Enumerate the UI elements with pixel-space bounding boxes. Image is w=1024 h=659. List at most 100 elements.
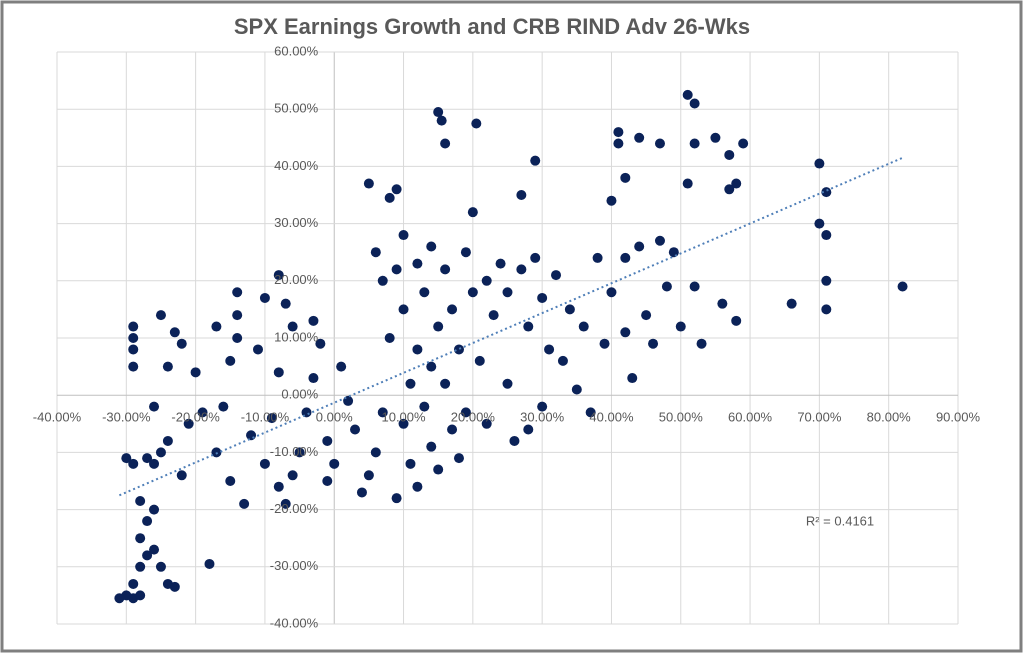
y-tick-label: 10.00% xyxy=(274,329,319,344)
point xyxy=(273,270,284,281)
point xyxy=(440,378,451,389)
point xyxy=(225,476,236,486)
x-tick-label: 40.00% xyxy=(589,410,634,425)
point xyxy=(280,498,291,509)
point xyxy=(668,247,679,258)
point xyxy=(370,447,381,458)
point xyxy=(162,435,173,446)
point xyxy=(329,458,340,469)
point xyxy=(557,355,568,366)
point xyxy=(495,258,506,269)
point xyxy=(724,149,735,160)
point xyxy=(426,361,437,372)
y-tick-label: -20.00% xyxy=(270,501,319,516)
point xyxy=(350,424,361,435)
point xyxy=(467,287,478,298)
point xyxy=(121,453,132,464)
x-tick-label: -10.00% xyxy=(241,410,290,425)
point xyxy=(322,435,333,446)
point xyxy=(731,178,742,189)
y-tick-label: -30.00% xyxy=(270,558,319,573)
x-tick-label: 80.00% xyxy=(867,410,912,425)
point xyxy=(682,89,693,100)
point xyxy=(419,401,430,412)
chart-title: SPX Earnings Growth and CRB RIND Adv 26-… xyxy=(234,14,750,39)
x-tick-label: 20.00% xyxy=(451,410,496,425)
y-tick-label: 40.00% xyxy=(274,158,319,173)
point xyxy=(155,447,166,458)
point xyxy=(405,458,416,469)
point xyxy=(155,310,166,321)
point xyxy=(135,590,146,601)
point xyxy=(453,344,464,355)
point xyxy=(142,453,153,464)
point xyxy=(128,578,139,589)
point xyxy=(821,275,832,286)
point xyxy=(135,561,146,572)
point xyxy=(412,481,423,492)
x-tick-label: -20.00% xyxy=(171,410,220,425)
trendline xyxy=(118,156,903,497)
point xyxy=(606,195,617,206)
point xyxy=(211,321,222,332)
point xyxy=(599,338,610,349)
point xyxy=(731,315,742,326)
point xyxy=(620,172,631,183)
point xyxy=(287,321,298,332)
point xyxy=(266,413,277,424)
point xyxy=(592,252,603,263)
point xyxy=(571,384,582,395)
point xyxy=(412,344,423,355)
point xyxy=(440,264,451,275)
point xyxy=(128,344,139,355)
point xyxy=(308,373,319,384)
point xyxy=(412,258,423,269)
point xyxy=(488,310,499,321)
point xyxy=(419,287,430,298)
point xyxy=(467,207,478,218)
point xyxy=(204,558,215,569)
point xyxy=(564,304,575,315)
point xyxy=(724,184,735,195)
point xyxy=(654,235,665,246)
point xyxy=(225,355,236,366)
point xyxy=(149,458,160,469)
x-tick-label: -30.00% xyxy=(102,410,151,425)
point xyxy=(648,338,659,349)
point xyxy=(460,247,471,258)
point xyxy=(356,487,367,498)
point xyxy=(128,333,139,343)
x-tick-label: 90.00% xyxy=(936,410,981,425)
point xyxy=(675,321,686,332)
point xyxy=(322,476,333,486)
point xyxy=(398,304,409,315)
point xyxy=(530,252,541,263)
x-tick-label: 70.00% xyxy=(797,410,842,425)
y-tick-label: -40.00% xyxy=(270,615,319,630)
point xyxy=(682,178,693,189)
y-tick-label: 50.00% xyxy=(274,101,319,116)
point xyxy=(273,367,284,378)
point xyxy=(155,561,166,572)
point xyxy=(453,453,464,464)
point xyxy=(613,127,624,138)
point xyxy=(821,187,832,198)
point xyxy=(433,464,444,475)
point xyxy=(620,252,631,263)
point xyxy=(502,378,513,389)
point xyxy=(689,98,700,109)
point xyxy=(544,344,555,355)
point xyxy=(717,298,728,309)
point xyxy=(447,424,458,435)
x-tick-label: 0.00% xyxy=(316,410,353,425)
point xyxy=(509,435,520,446)
point xyxy=(169,581,180,592)
point xyxy=(460,407,471,418)
point xyxy=(426,241,437,252)
point xyxy=(613,138,624,149)
point xyxy=(814,158,825,169)
point xyxy=(481,418,492,429)
point xyxy=(447,304,458,315)
point xyxy=(537,292,548,303)
